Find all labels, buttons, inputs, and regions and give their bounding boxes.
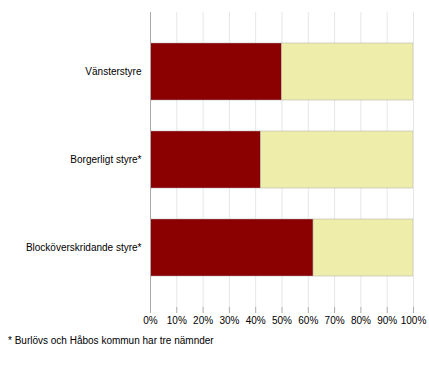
svg-text:10%: 10% bbox=[167, 315, 187, 326]
svg-text:Blocköverskridande styre*: Blocköverskridande styre* bbox=[26, 242, 142, 253]
svg-text:0%: 0% bbox=[143, 315, 158, 326]
svg-text:80%: 80% bbox=[351, 315, 371, 326]
svg-text:Vänsterstyre: Vänsterstyre bbox=[85, 66, 142, 77]
svg-text:50%: 50% bbox=[272, 315, 292, 326]
svg-text:30%: 30% bbox=[219, 315, 239, 326]
svg-text:20%: 20% bbox=[193, 315, 213, 326]
svg-text:Borgerligt styre*: Borgerligt styre* bbox=[70, 154, 141, 165]
svg-text:70%: 70% bbox=[325, 315, 345, 326]
svg-text:60%: 60% bbox=[298, 315, 318, 326]
html-text:* Burlövs och Håbos kommun har: * Burlövs och Håbos kommun har tre nämnd… bbox=[8, 335, 214, 346]
svg-text:100%: 100% bbox=[401, 315, 427, 326]
svg-text:90%: 90% bbox=[377, 315, 397, 326]
svg-text:40%: 40% bbox=[246, 315, 266, 326]
